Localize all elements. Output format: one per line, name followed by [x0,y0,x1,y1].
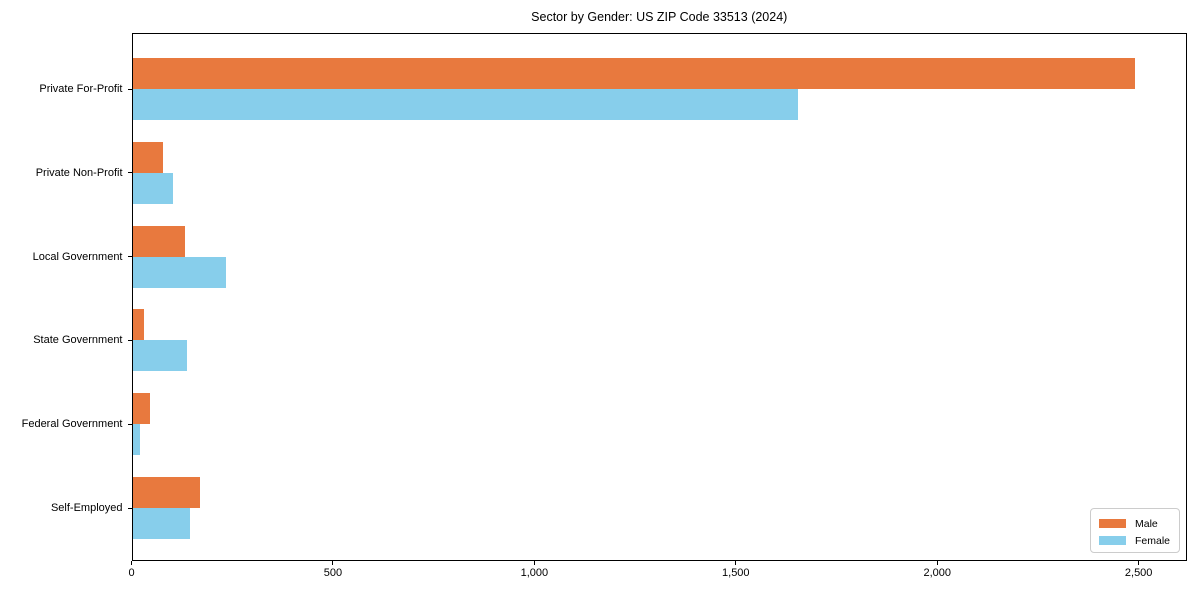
y-tick-label-private-for-profit: Private For-Profit [39,83,123,95]
bar-male-private-non-profit [132,141,163,173]
bar-female-state-government [132,340,187,372]
x-tick-label-2500: 2,500 [1124,567,1153,579]
y-tick-mark [127,256,132,258]
x-tick-mark [1138,561,1140,565]
legend-entry-female: Female [1099,532,1171,549]
y-tick-label-state-government: State Government [33,334,123,347]
x-tick-label-2000: 2,000 [923,567,951,579]
bar-female-self-employed [132,508,191,539]
bar-male-state-government [132,309,144,341]
x-tick-mark [936,561,938,565]
x-tick-label-1000: 1,000 [520,567,549,579]
y-tick-mark [127,88,132,90]
bar-male-federal-government [132,393,151,425]
bar-female-private-non-profit [132,172,173,204]
legend-swatch-female [1099,536,1126,545]
legend-label-female: Female [1135,534,1171,547]
y-tick-label-federal-government: Federal Government [21,418,123,431]
legend: Male Female [1090,508,1180,553]
x-tick-label-500: 500 [323,567,343,579]
bar-male-local-government [132,225,185,257]
bar-female-federal-government [132,424,141,456]
y-tick-label-self-employed: Self-Employed [50,502,123,514]
legend-entry-male: Male [1099,515,1171,532]
x-tick-label-0: 0 [128,567,135,579]
bar-male-self-employed [132,477,200,508]
bar-female-local-government [132,256,226,288]
bar-male-private-for-profit [132,58,1135,89]
x-tick-mark [735,561,737,565]
chart-title: Sector by Gender: US ZIP Code 33513 (202… [531,10,788,24]
y-tick-mark [127,339,132,341]
legend-label-male: Male [1135,517,1158,530]
y-tick-mark [127,423,132,425]
y-tick-label-local-government: Local Government [32,250,123,263]
x-tick-mark [332,561,334,565]
x-tick-label-1500: 1,500 [722,567,750,579]
y-tick-label-private-non-profit: Private Non-Profit [35,166,123,179]
y-tick-mark [127,172,132,174]
y-tick-mark [127,507,132,509]
legend-swatch-male [1099,519,1126,528]
bar-female-private-for-profit [132,89,799,120]
x-tick-mark [533,561,535,565]
plot-area [131,33,1187,561]
x-tick-mark [131,561,132,565]
